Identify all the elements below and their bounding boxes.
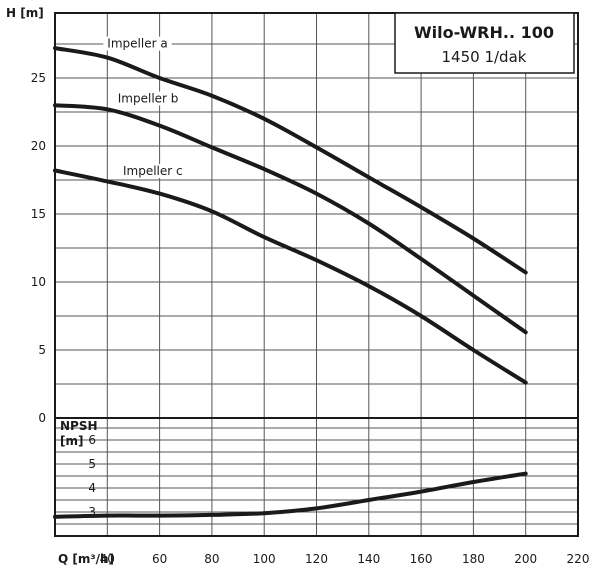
npsh-line [53, 471, 528, 519]
curve-label-bg [118, 164, 187, 179]
x-tick-label: 80 [204, 552, 219, 566]
curve-label-bg [113, 91, 183, 106]
x-axis-label: Q [m³/h] [58, 552, 114, 566]
y-tick-label: 0 [38, 411, 46, 425]
x-tick-label: 40 [100, 552, 115, 566]
npsh-tick-label: 5 [88, 457, 96, 471]
y-axis-label: H [m] [6, 6, 44, 20]
curve-label: Impeller a [107, 37, 167, 51]
curve-label: Impeller b [118, 92, 179, 106]
title-box [394, 12, 575, 74]
npsh-tick-label: 6 [88, 433, 96, 447]
head-curve-b [53, 103, 528, 335]
y-tick-label: 10 [31, 275, 46, 289]
head-curves: Impeller a Impeller b Impeller c [53, 36, 528, 385]
x-tick-label: 120 [305, 552, 328, 566]
x-tick-label: 60 [152, 552, 167, 566]
y-tick-label: 15 [31, 207, 46, 221]
x-tick-label: 140 [357, 552, 380, 566]
npsh-axis-label-line1: NPSH [60, 419, 98, 433]
npsh-grid [55, 427, 578, 525]
npsh-curve [53, 471, 528, 519]
x-tick-label: 220 [567, 552, 590, 566]
x-tick-label: 100 [253, 552, 276, 566]
plot-frame [54, 12, 579, 537]
head-curve-c [53, 168, 528, 385]
y-tick-label: 20 [31, 139, 46, 153]
x-tick-label: 200 [514, 552, 537, 566]
y-tick-label: 5 [38, 343, 46, 357]
x-tick-label: 160 [410, 552, 433, 566]
npsh-axis-label-line2: [m] [60, 434, 83, 448]
npsh-tick-label: 3 [88, 505, 96, 519]
curve-label-bg [103, 36, 172, 51]
curve-label: Impeller c [123, 164, 183, 178]
head-curve-a [53, 46, 528, 275]
npsh-tick-label: 4 [88, 481, 96, 495]
tick-labels: 0 5 10 15 20 25 3 4 5 6 40 60 80 100 120 140 160 180 200 22… [31, 71, 590, 566]
chart-title: Wilo-WRH.. 100 [414, 23, 554, 42]
y-tick-label: 25 [31, 71, 46, 85]
chart-subtitle: 1450 1/dak [442, 48, 527, 66]
x-tick-label: 180 [462, 552, 485, 566]
